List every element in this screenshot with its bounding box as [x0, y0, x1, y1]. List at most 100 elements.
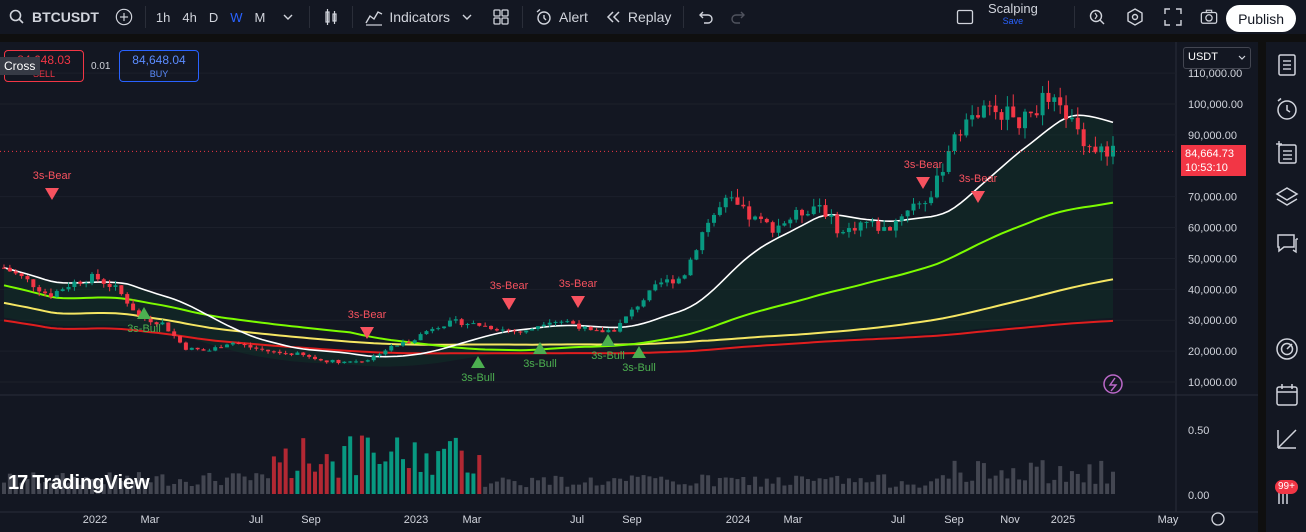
- candle-body: [119, 285, 124, 295]
- candle-body: [418, 334, 423, 341]
- volume-bar: [776, 477, 781, 494]
- camera-icon: [1200, 9, 1218, 24]
- chevron-down-icon: [462, 14, 472, 20]
- candle-body: [336, 359, 341, 364]
- volume-bar: [359, 435, 364, 494]
- volume-bar: [600, 484, 605, 494]
- candle-body: [1022, 111, 1027, 129]
- fullscreen-button[interactable]: [1156, 2, 1190, 32]
- volume-bar: [266, 478, 271, 494]
- currency-select[interactable]: USDT: [1183, 47, 1251, 69]
- layout-name-button[interactable]: Scalping Save: [980, 2, 1046, 32]
- volume-bar: [377, 463, 382, 494]
- alert-button[interactable]: Alert: [527, 2, 596, 32]
- volume-bar: [430, 474, 435, 494]
- time-tick-label: Sep: [301, 514, 321, 526]
- candle-body: [711, 214, 716, 223]
- volume-bar: [553, 475, 558, 494]
- volume-bar: [125, 475, 130, 494]
- candle-body: [43, 291, 48, 294]
- price-chart[interactable]: 110,000.00 100,000.00 90,000.00 70,000.00 60…: [0, 42, 1258, 532]
- timeframe-dropdown[interactable]: [271, 2, 305, 32]
- settings-button[interactable]: [1118, 2, 1152, 32]
- candle-body: [113, 285, 118, 287]
- volume-bar: [858, 478, 863, 494]
- candle-body: [805, 214, 810, 216]
- candle-body: [905, 210, 910, 217]
- watchlist-icon[interactable]: [1274, 52, 1300, 78]
- lightning-bolt: [1108, 377, 1118, 392]
- chart-type-button[interactable]: [314, 2, 348, 32]
- volume-bar: [753, 476, 758, 494]
- volume-bar: [1069, 471, 1074, 494]
- candle-body: [817, 205, 822, 207]
- bear-signal-label: 3s-Bear: [348, 309, 387, 321]
- volume-bar: [1011, 468, 1016, 494]
- divider: [1074, 6, 1075, 28]
- candle-body: [1005, 106, 1010, 120]
- chart-area[interactable]: 110,000.00 100,000.00 90,000.00 70,000.00 60…: [0, 42, 1258, 532]
- candle-body: [254, 347, 259, 349]
- layers-icon[interactable]: [1274, 184, 1300, 210]
- candle-body: [635, 306, 640, 310]
- chat-icon[interactable]: [1274, 230, 1300, 256]
- candle-body: [72, 281, 77, 287]
- notifications-badge: 99+: [1275, 480, 1298, 494]
- candle-body: [25, 276, 30, 280]
- object-tree-icon[interactable]: [1274, 140, 1300, 166]
- layout-toggle-button[interactable]: [948, 2, 982, 32]
- volume-bar: [541, 477, 546, 494]
- candle-body: [934, 175, 939, 198]
- bull-signal-arrow: [632, 346, 646, 358]
- volume-bar: [95, 479, 100, 494]
- buy-button[interactable]: 84,648.04 BUY: [119, 50, 199, 82]
- volume-bar: [829, 477, 834, 494]
- volume-bar: [365, 437, 370, 494]
- candle-body: [189, 347, 194, 350]
- volume-bar: [289, 478, 294, 494]
- symbol-search[interactable]: BTCUSDT: [0, 2, 107, 32]
- redo-button[interactable]: [722, 2, 756, 32]
- candle-body: [271, 351, 276, 353]
- candle-body: [981, 105, 986, 118]
- volume-bar: [946, 478, 951, 494]
- volume-bar: [131, 480, 136, 494]
- snapshot-button[interactable]: [1192, 2, 1226, 32]
- volume-bar: [800, 476, 805, 494]
- indicators-button[interactable]: Indicators: [357, 2, 484, 32]
- candle-body: [289, 353, 294, 355]
- undo-button[interactable]: [688, 2, 722, 32]
- publish-button[interactable]: Publish: [1226, 5, 1296, 32]
- calendar-icon[interactable]: [1274, 382, 1300, 408]
- timeframe-d[interactable]: D: [208, 9, 219, 25]
- replay-button[interactable]: Replay: [596, 2, 680, 32]
- tradingview-logo[interactable]: 17 TradingView: [8, 472, 150, 495]
- candle-body: [260, 348, 265, 350]
- candle-body: [794, 209, 799, 220]
- candle-body: [864, 221, 869, 223]
- timeframe-4h[interactable]: 4h: [182, 9, 197, 25]
- time-tick-label: May: [1158, 514, 1179, 526]
- candle-body: [483, 325, 488, 327]
- timeframe-m[interactable]: M: [254, 9, 266, 25]
- volume-bar: [336, 477, 341, 494]
- data-window-icon[interactable]: [1274, 336, 1300, 362]
- candle-body: [893, 220, 898, 231]
- price-tick-label: 110,000.00: [1188, 68, 1242, 80]
- candle-body: [735, 197, 740, 205]
- quick-search-button[interactable]: [1080, 2, 1114, 32]
- candle-body: [307, 355, 312, 357]
- candle-body: [131, 303, 136, 311]
- compare-button[interactable]: [107, 2, 141, 32]
- volume-bar: [1087, 464, 1092, 494]
- volume-bar: [782, 485, 787, 494]
- timeframe-1h[interactable]: 1h: [155, 9, 171, 25]
- candle-body: [66, 286, 71, 290]
- alerts-clock-icon[interactable]: [1274, 96, 1300, 122]
- volume-bar: [770, 483, 775, 494]
- volume-bar: [101, 484, 106, 494]
- trend-line-icon[interactable]: [1274, 426, 1300, 452]
- candle-body: [688, 259, 693, 276]
- templates-button[interactable]: [484, 2, 518, 32]
- timeframe-w[interactable]: W: [230, 9, 243, 25]
